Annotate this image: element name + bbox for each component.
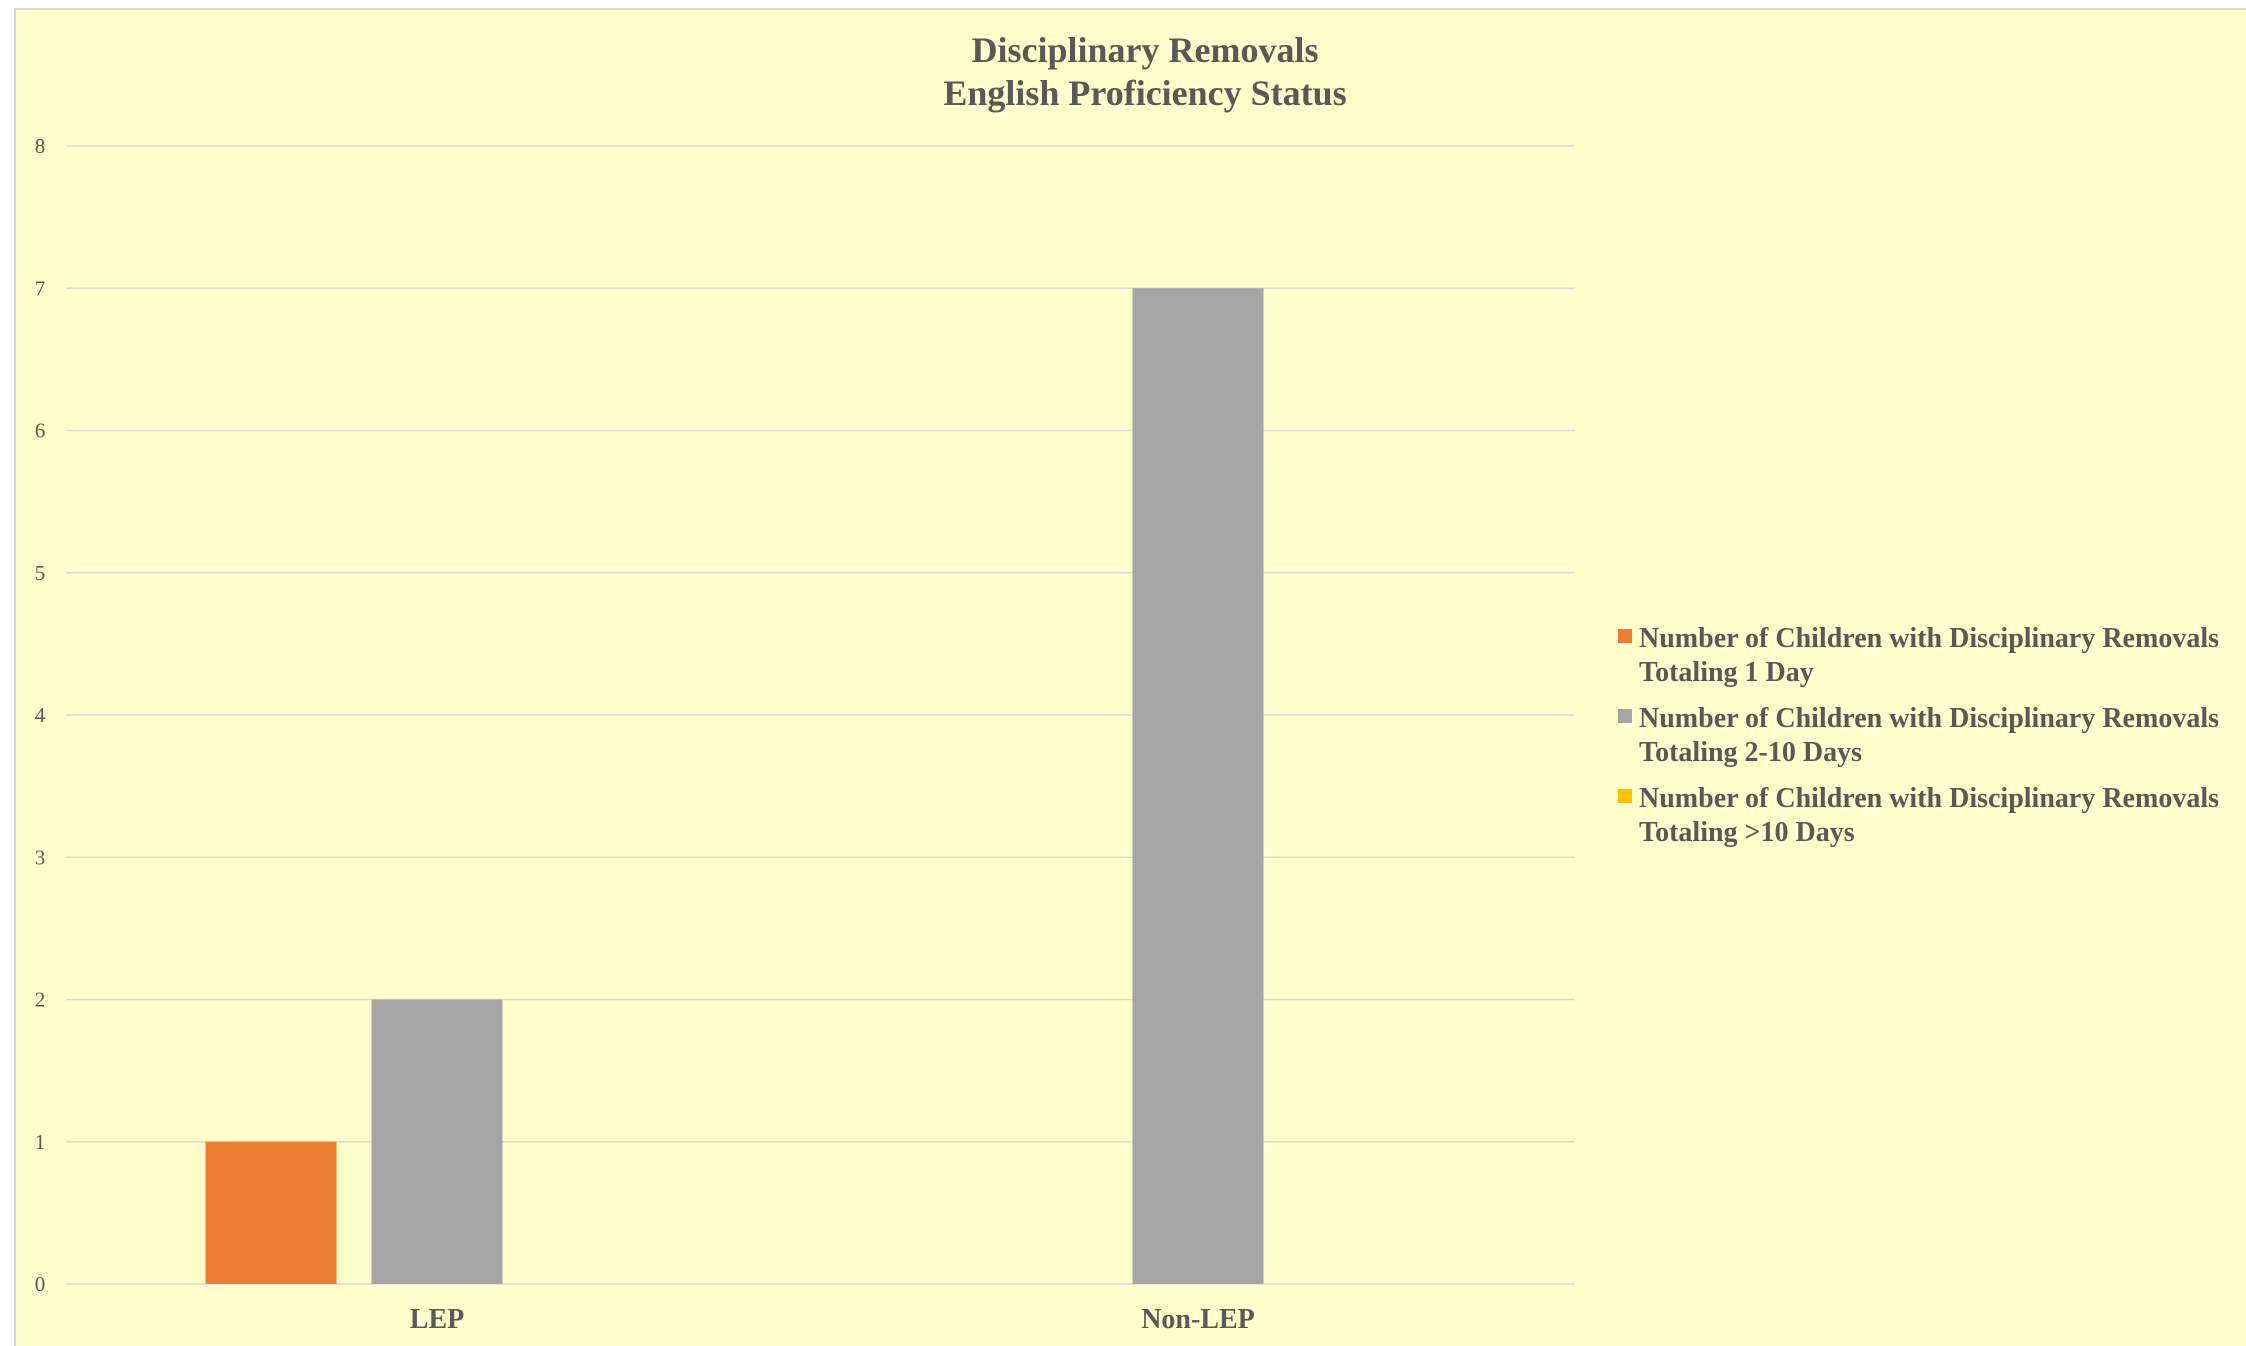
y-tick-label: 8 [35,134,46,158]
y-tick-label: 0 [35,1272,46,1296]
bar-lep-series-2 [371,999,503,1284]
legend-swatch [1618,789,1632,803]
legend-label-line: Number of Children with Disciplinary Rem… [1639,623,2219,654]
y-axis-ticks: 0 1 2 3 4 5 6 7 8 [35,134,46,1296]
y-tick-label: 6 [35,419,46,443]
chart-title-line-1: Disciplinary Removals [972,30,1319,70]
x-axis-categories: LEP Non-LEP [410,1304,1255,1335]
legend-label-line: Totaling 1 Day [1639,657,1814,688]
y-tick-label: 2 [35,988,46,1012]
chart-title: Disciplinary Removals English Proficienc… [943,30,1346,113]
legend-item-2: Number of Children with Disciplinary Rem… [1618,703,2219,768]
legend-item-3: Number of Children with Disciplinary Rem… [1618,783,2219,848]
legend-item-1: Number of Children with Disciplinary Rem… [1618,623,2219,688]
y-tick-label: 7 [35,276,46,300]
legend: Number of Children with Disciplinary Rem… [1618,623,2219,848]
legend-swatch [1618,709,1632,723]
y-tick-label: 4 [35,703,46,727]
y-tick-label: 1 [35,1130,46,1154]
bar-lep-series-1 [205,1141,337,1284]
y-tick-label: 3 [35,845,46,869]
legend-label-line: Totaling 2-10 Days [1639,737,1862,768]
legend-swatch [1618,629,1632,643]
gridlines [66,145,1575,1285]
y-tick-label: 5 [35,561,46,585]
bar-non-lep-series-2 [1132,288,1264,1284]
legend-label-line: Totaling >10 Days [1639,817,1855,848]
chart-title-line-2: English Proficiency Status [943,73,1346,113]
legend-label-line: Number of Children with Disciplinary Rem… [1639,703,2219,734]
legend-label-line: Number of Children with Disciplinary Rem… [1639,783,2219,814]
bars [205,288,1264,1284]
x-category-label: Non-LEP [1141,1304,1255,1335]
x-category-label: LEP [410,1304,464,1335]
